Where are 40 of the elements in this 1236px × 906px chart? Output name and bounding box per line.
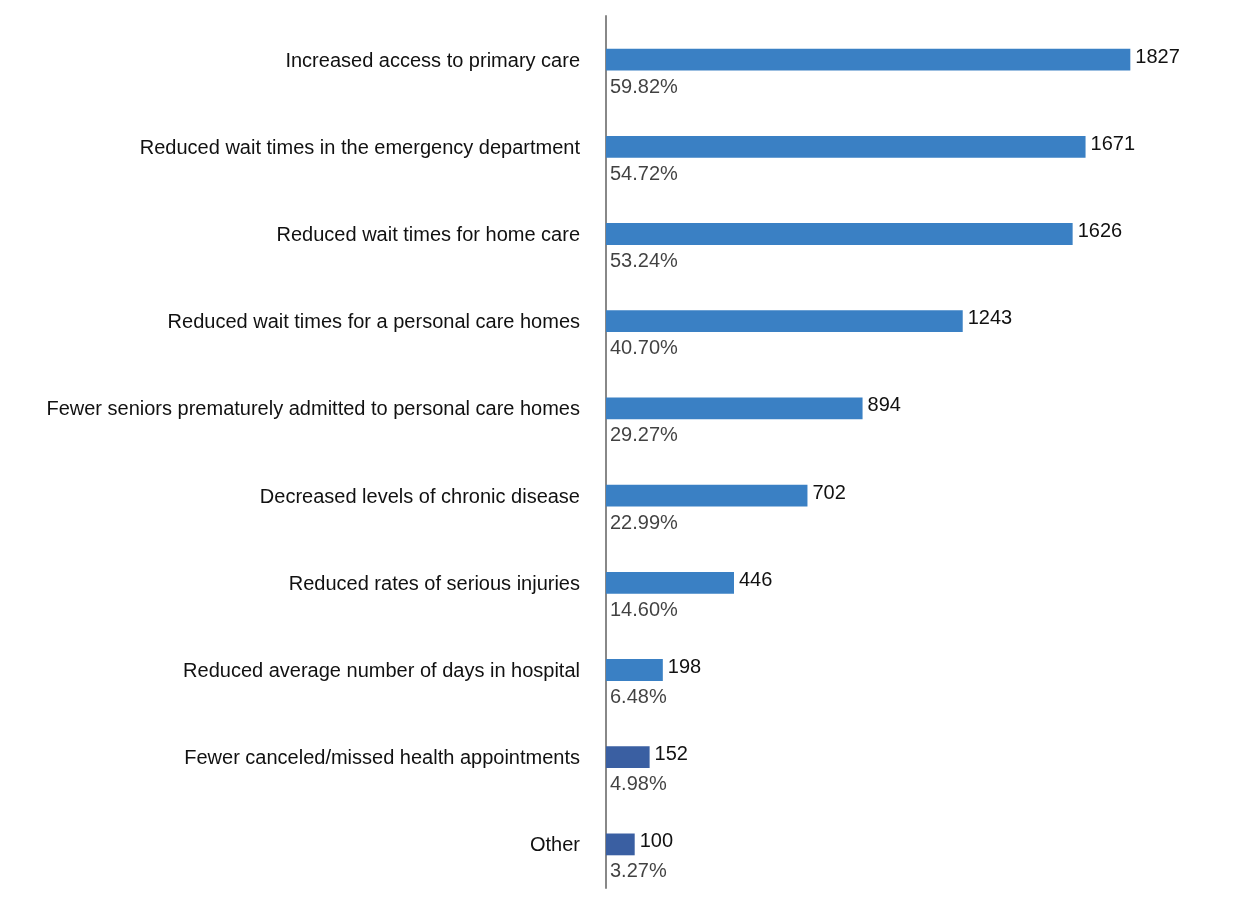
bar — [606, 48, 1131, 71]
bar — [606, 833, 635, 856]
annotation: 6.48% — [610, 685, 667, 707]
y-tick-label: Reduced average number of days in hospital — [183, 659, 580, 681]
data-label: 894 — [867, 393, 901, 416]
data-label: 1827 — [1135, 44, 1180, 67]
bar — [606, 659, 663, 681]
data-label: 100 — [639, 829, 674, 852]
data-label: 702 — [812, 480, 846, 503]
bar — [606, 484, 808, 507]
data-label: 152 — [654, 742, 688, 765]
y-tick-label: Fewer seniors prematurely admitted to personal care homes — [46, 397, 580, 420]
bar — [606, 135, 1086, 158]
data-label: 1243 — [967, 306, 1013, 329]
y-tick-label: Reduced wait times in the emergency department — [139, 135, 581, 158]
annotation: 4.98% — [610, 772, 667, 795]
y-tick-label: Increased access to primary care — [285, 48, 580, 71]
annotation: 22.99% — [610, 510, 679, 533]
bar — [606, 223, 1073, 245]
y-tick-label: Reduced rates of serious injuries — [288, 571, 580, 594]
annotation: 53.24% — [610, 249, 679, 271]
y-tick-label: Other — [529, 833, 581, 856]
data-label: 446 — [739, 567, 773, 590]
y-tick-label: Reduced wait times for home care — [276, 223, 580, 245]
bar — [606, 571, 734, 594]
y-tick-label: Fewer canceled/missed health appointments — [184, 746, 580, 769]
annotation: 3.27% — [610, 859, 667, 882]
bar — [606, 397, 863, 420]
data-label: 1626 — [1077, 219, 1123, 241]
annotation: 59.82% — [610, 74, 679, 97]
annotation: 29.27% — [610, 423, 679, 446]
bar — [606, 310, 963, 333]
annotation: 54.72% — [610, 161, 679, 184]
data-label: 198 — [667, 655, 702, 677]
bar — [606, 746, 650, 769]
y-tick-label: Reduced wait times for a personal care homes — [167, 310, 580, 333]
y-tick-label: Decreased levels of chronic disease — [259, 484, 580, 507]
annotation: 14.60% — [610, 597, 679, 620]
annotation: 40.70% — [610, 336, 679, 359]
data-label: 1671 — [1090, 131, 1136, 154]
